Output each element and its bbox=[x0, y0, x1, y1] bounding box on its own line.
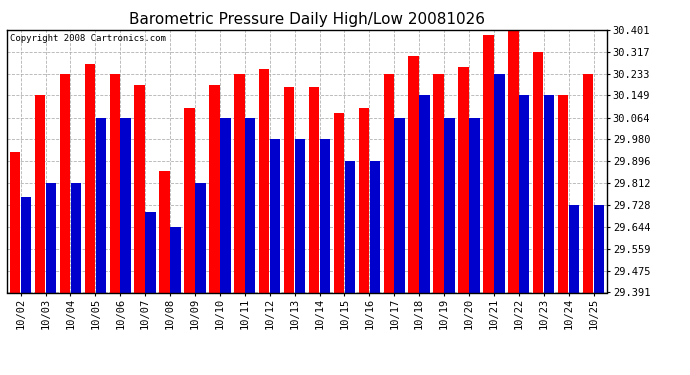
Title: Barometric Pressure Daily High/Low 20081026: Barometric Pressure Daily High/Low 20081… bbox=[129, 12, 485, 27]
Bar bbox=[420, 96, 430, 375]
Bar bbox=[234, 74, 244, 375]
Bar bbox=[220, 118, 230, 375]
Bar bbox=[259, 69, 269, 375]
Bar bbox=[444, 118, 455, 375]
Bar bbox=[110, 74, 120, 375]
Bar bbox=[594, 205, 604, 375]
Bar bbox=[21, 196, 31, 375]
Bar bbox=[345, 161, 355, 375]
Bar bbox=[184, 108, 195, 375]
Bar bbox=[135, 85, 145, 375]
Bar bbox=[583, 74, 593, 375]
Bar bbox=[494, 74, 504, 375]
Bar bbox=[483, 36, 493, 375]
Bar bbox=[60, 74, 70, 375]
Bar bbox=[85, 64, 95, 375]
Bar bbox=[10, 152, 20, 375]
Bar bbox=[295, 140, 305, 375]
Bar bbox=[395, 118, 405, 375]
Bar bbox=[170, 227, 181, 375]
Bar bbox=[359, 108, 369, 375]
Bar bbox=[334, 113, 344, 375]
Bar bbox=[270, 140, 280, 375]
Bar bbox=[370, 161, 380, 375]
Bar bbox=[458, 67, 469, 375]
Bar bbox=[96, 118, 106, 375]
Bar bbox=[558, 96, 569, 375]
Bar bbox=[245, 118, 255, 375]
Bar bbox=[319, 140, 331, 375]
Bar bbox=[408, 56, 419, 375]
Bar bbox=[469, 118, 480, 375]
Bar bbox=[159, 171, 170, 375]
Text: Copyright 2008 Cartronics.com: Copyright 2008 Cartronics.com bbox=[10, 34, 166, 43]
Bar bbox=[34, 96, 46, 375]
Bar bbox=[46, 183, 56, 375]
Bar bbox=[544, 96, 554, 375]
Bar bbox=[533, 52, 544, 375]
Bar bbox=[70, 183, 81, 375]
Bar bbox=[433, 74, 444, 375]
Bar bbox=[384, 74, 394, 375]
Bar bbox=[309, 87, 319, 375]
Bar bbox=[284, 87, 295, 375]
Bar bbox=[508, 30, 518, 375]
Bar bbox=[209, 85, 219, 375]
Bar bbox=[195, 183, 206, 375]
Bar bbox=[569, 205, 580, 375]
Bar bbox=[121, 118, 131, 375]
Bar bbox=[146, 212, 156, 375]
Bar bbox=[519, 96, 529, 375]
